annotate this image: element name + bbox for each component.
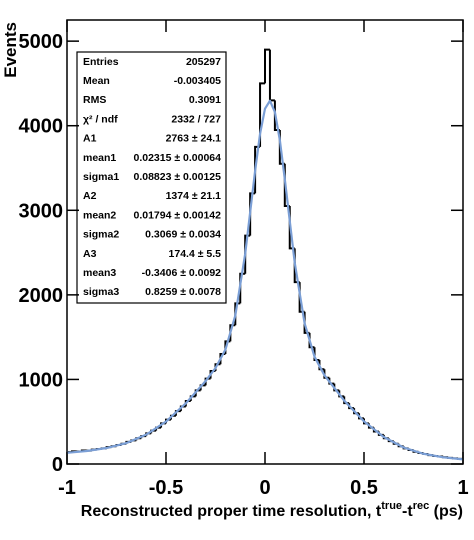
stat-label: A2 — [83, 190, 97, 202]
stat-label: sigma2 — [83, 229, 119, 241]
stat-value: -0.003405 — [174, 75, 221, 87]
x-label-sup: true — [381, 500, 402, 512]
histogram-bin — [194, 389, 201, 397]
stat-value: 0.08823 ± 0.00125 — [133, 171, 221, 183]
stat-label: χ² / ndf — [83, 113, 118, 125]
histogram-bin — [244, 234, 251, 274]
x-tick-label: -1 — [58, 477, 76, 499]
stat-label: RMS — [83, 94, 106, 106]
x-label-sup: rec — [413, 500, 430, 512]
y-tick-label: 5000 — [19, 31, 64, 53]
stat-label: mean3 — [83, 267, 116, 279]
y-axis-label: Events — [1, 22, 20, 78]
x-label-text: -t — [402, 503, 413, 520]
stat-label: mean1 — [83, 152, 116, 164]
histogram-bin — [313, 347, 320, 361]
fit-curve — [66, 99, 464, 461]
histogram-bin — [204, 377, 211, 386]
stat-value: 0.8259 ± 0.0078 — [145, 286, 221, 298]
y-tick-label: 0 — [52, 454, 63, 476]
y-tick-label: 2000 — [19, 285, 64, 307]
stat-value: 0.01794 ± 0.00142 — [133, 209, 221, 221]
histogram-bin — [268, 49, 275, 102]
stat-value: 0.3069 ± 0.0034 — [145, 229, 221, 241]
stat-value: 1374 ± 21.1 — [166, 190, 222, 202]
stat-label: Entries — [83, 56, 119, 68]
histogram-bin — [239, 272, 246, 304]
stat-label: A3 — [83, 248, 97, 260]
histogram-bin — [259, 82, 265, 147]
stats-box: Entries 205297 Mean -0.003405 RMS 0.3091 χ² / … — [76, 51, 227, 304]
y-tick-label: 4000 — [19, 116, 64, 138]
stat-value: -0.3406 ± 0.0092 — [142, 267, 221, 279]
stat-label: sigma1 — [83, 171, 119, 183]
x-axis-label: Reconstructed proper time resolution, tt… — [81, 500, 463, 520]
stat-value: 205297 — [186, 56, 221, 68]
x-tick-label: 0.5 — [350, 477, 378, 499]
x-tick-label: -0.5 — [149, 477, 183, 499]
histogram-bin — [264, 48, 270, 84]
stat-value: 174.4 ± 5.5 — [169, 248, 222, 260]
stats-frame — [76, 51, 227, 304]
x-tick-label: 1 — [457, 477, 468, 499]
y-tick-label: 1000 — [19, 369, 64, 391]
stat-label: Mean — [83, 75, 110, 87]
stat-value: 2763 ± 24.1 — [166, 133, 222, 145]
stat-label: sigma3 — [83, 286, 119, 298]
histogram-bin — [318, 359, 325, 371]
x-label-text: (ps) — [429, 503, 463, 520]
histogram-bin — [328, 377, 335, 385]
y-tick-label: 3000 — [19, 200, 64, 222]
stat-value: 0.02315 ± 0.00064 — [133, 152, 221, 164]
x-label-text: Reconstructed proper time resolution, t — [81, 503, 382, 520]
stat-value: 0.3091 — [189, 94, 221, 106]
histogram-bin — [338, 390, 345, 398]
stat-value: 2332 / 727 — [171, 113, 221, 125]
stat-label: mean2 — [83, 209, 116, 221]
x-tick-label: 0 — [259, 477, 270, 499]
stat-label: A1 — [83, 133, 97, 145]
